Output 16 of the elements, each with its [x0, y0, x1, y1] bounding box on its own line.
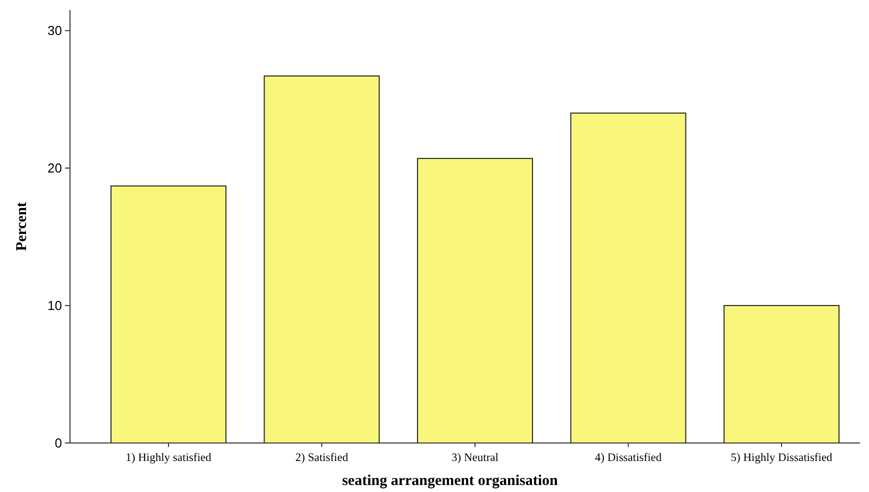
x-axis-title: seating arrangement organisation: [342, 473, 559, 489]
bar: [570, 112, 686, 444]
bar: [264, 75, 380, 444]
bar: [417, 158, 533, 444]
x-tick-label: 3) Neutral: [452, 452, 498, 464]
x-tick-label: 2) Satisfied: [295, 452, 348, 464]
y-tick-label: 30: [48, 23, 62, 38]
y-tick-label: 10: [48, 298, 62, 314]
x-tick-label: 1) Highly satisfied: [126, 452, 212, 464]
y-axis-title: Percent: [14, 202, 30, 251]
x-tick-label: 5) Highly Dissatisfied: [730, 452, 833, 464]
y-tick-label: 0: [54, 436, 62, 451]
bar: [724, 305, 840, 444]
x-tick-label: 4) Dissatisfied: [594, 452, 662, 464]
y-tick-label: 20: [48, 160, 62, 176]
bar: [110, 185, 226, 444]
